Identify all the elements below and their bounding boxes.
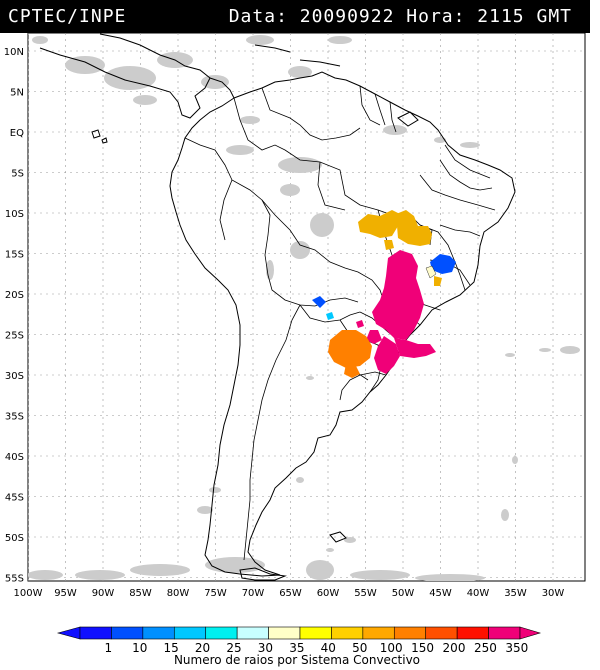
lat-label: 35S bbox=[5, 412, 24, 423]
lon-label: 50W bbox=[392, 588, 415, 599]
lon-label: 35W bbox=[504, 588, 527, 599]
lon-label: 100W bbox=[14, 588, 43, 599]
longitude-labels: 100W 95W 90W 85W 80W 75W 70W 65W 60W 55W 50W 45W 40W… bbox=[14, 588, 565, 599]
legend-arrow-high bbox=[519, 626, 542, 640]
storm-cluster-magenta bbox=[356, 250, 436, 374]
legend-tick: 40 bbox=[321, 641, 336, 655]
legend-tick: 200 bbox=[443, 641, 466, 655]
legend-swatch bbox=[111, 626, 144, 640]
lon-label: 45W bbox=[429, 588, 452, 599]
legend-tick: 350 bbox=[505, 641, 528, 655]
lat-label: 30S bbox=[5, 371, 24, 382]
lat-label: 5N bbox=[10, 88, 24, 99]
legend-swatch bbox=[331, 626, 364, 640]
legend-swatch bbox=[205, 626, 238, 640]
storm-cluster-yellow-orange bbox=[358, 210, 432, 250]
cloud-cover bbox=[28, 35, 580, 581]
lat-label: EQ bbox=[10, 128, 24, 139]
legend-tick: 100 bbox=[380, 641, 403, 655]
legend-swatch bbox=[456, 626, 489, 640]
map-frame bbox=[27, 32, 586, 582]
legend-tick: 15 bbox=[164, 641, 179, 655]
legend-colorbar bbox=[56, 626, 542, 640]
lat-label: 45S bbox=[5, 493, 24, 504]
legend-swatch bbox=[173, 626, 207, 640]
lat-label: 15S bbox=[5, 250, 24, 261]
datetime-label: Data: 20090922 Hora: 2115 GMT bbox=[228, 6, 572, 27]
lon-label: 85W bbox=[129, 588, 152, 599]
legend-caption: Numero de raios por Sistema Convectivo bbox=[174, 653, 420, 667]
lon-label: 65W bbox=[279, 588, 302, 599]
legend-tick: 30 bbox=[258, 641, 273, 655]
lon-label: 55W bbox=[354, 588, 377, 599]
legend-arrow-low bbox=[56, 626, 81, 640]
legend-swatch bbox=[488, 626, 521, 640]
legend-tick: 1 bbox=[104, 641, 112, 655]
lat-label: 55S bbox=[5, 574, 24, 585]
lat-label: 10S bbox=[5, 209, 24, 220]
lat-label: 50S bbox=[5, 533, 24, 544]
lat-label: 20S bbox=[5, 290, 24, 301]
legend-swatch bbox=[142, 626, 175, 640]
lat-label: 25S bbox=[5, 331, 24, 342]
lon-label: 30W bbox=[542, 588, 565, 599]
lat-label: 10N bbox=[4, 47, 24, 58]
legend-tick: 250 bbox=[474, 641, 497, 655]
lon-label: 75W bbox=[204, 588, 227, 599]
legend-tick: 35 bbox=[289, 641, 304, 655]
storm-cluster-blue-west bbox=[312, 296, 334, 320]
legend-swatch bbox=[425, 626, 458, 640]
legend-swatch bbox=[362, 626, 395, 640]
latitude-labels: 10N 5N EQ 5S 10S 15S 20S 25S 30S 35S 40S 45S 50S 55S bbox=[4, 47, 24, 585]
coastlines bbox=[39, 33, 516, 581]
legend-tick: 150 bbox=[411, 641, 434, 655]
lon-label: 70W bbox=[242, 588, 265, 599]
graticule bbox=[28, 33, 585, 581]
lon-label: 95W bbox=[54, 588, 77, 599]
legend-tick: 25 bbox=[226, 641, 241, 655]
legend-swatch bbox=[393, 626, 427, 640]
lat-label: 40S bbox=[5, 452, 24, 463]
legend-tick-labels: 1 10 15 20 25 30 35 40 50 100 150 200 250 350 bbox=[104, 641, 528, 655]
legend-swatch bbox=[79, 626, 112, 640]
legend-swatch bbox=[236, 626, 269, 640]
lat-label: 5S bbox=[11, 169, 24, 180]
legend-tick: 20 bbox=[195, 641, 210, 655]
convective-systems bbox=[312, 210, 456, 378]
lon-label: 40W bbox=[467, 588, 490, 599]
lon-label: 80W bbox=[167, 588, 190, 599]
lon-label: 90W bbox=[92, 588, 115, 599]
legend-swatch bbox=[268, 626, 301, 640]
lon-label: 60W bbox=[317, 588, 340, 599]
storm-cluster-blue-east bbox=[425, 254, 456, 286]
source-label: CPTEC/INPE bbox=[8, 6, 127, 27]
legend-tick: 10 bbox=[132, 641, 147, 655]
legend-swatch bbox=[299, 626, 332, 640]
storm-cluster-orange bbox=[328, 330, 372, 378]
title-bar: CPTEC/INPE Data: 20090922 Hora: 2115 GMT bbox=[0, 0, 590, 33]
legend-tick: 50 bbox=[352, 641, 367, 655]
